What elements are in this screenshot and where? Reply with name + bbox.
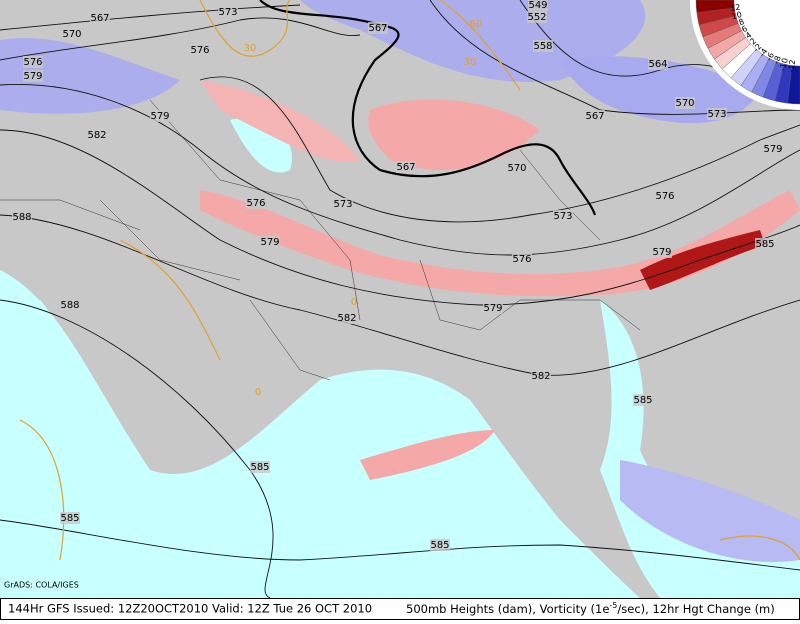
contour-label: 579 [763,144,782,155]
contour-label: 567 [368,23,387,34]
contour-label: 573 [553,211,572,222]
contour-label: 567 [396,162,415,173]
height-change-label: 30 [244,43,257,54]
contour-label: 576 [655,191,674,202]
contour-label: 579 [23,71,42,82]
footer-fields-b: /sec), 12hr Hgt Change (m) [617,602,774,616]
footer-fields: 500mb Heights (dam), Vorticity (1e-5/sec… [406,601,775,616]
height-change-label: 30 [464,57,477,68]
height-change-label: 0 [255,387,261,398]
contour-label: 585 [250,462,269,473]
contour-label: 573 [333,199,352,210]
contour-label: 552 [527,12,546,23]
contour-label: 576 [246,198,265,209]
contour-label: 558 [533,41,552,52]
contour-label: 582 [87,130,106,141]
contour-label: 570 [62,29,81,40]
footer-run: 144Hr GFS Issued: 12Z20OCT2010 Valid: 12… [8,602,372,616]
contour-label: 576 [190,45,209,56]
contour-label: 564 [648,59,667,70]
contour-label: 573 [218,7,237,18]
contour-label: 585 [755,239,774,250]
colorbar-label: -12 [787,59,798,73]
contour-label: 573 [707,109,726,120]
contour-label: 549 [528,0,547,11]
contour-label: 579 [483,303,502,314]
contour-label: 579 [260,237,279,248]
contour-label: 588 [12,212,31,223]
footer-fields-a: 500mb Heights (dam), Vorticity (1e [406,602,609,616]
contour-label: 576 [23,57,42,68]
contour-label: 579 [652,247,671,258]
height-change-label: 60 [470,19,483,30]
contour-label: 585 [633,395,652,406]
contour-label: 582 [337,313,356,324]
contour-label: 585 [60,513,79,524]
contour-label: 588 [60,300,79,311]
contour-label: 567 [90,13,109,24]
contour-label: 567 [585,111,604,122]
contour-label: 570 [675,98,694,109]
footer-exponent: -5 [609,601,617,610]
height-change-label: 0 [351,297,357,308]
contour-label: 585 [430,540,449,551]
contour-label: 579 [150,111,169,122]
contour-label: 582 [531,371,550,382]
contour-label: 576 [512,254,531,265]
credit: GrADS: COLA/IGES [4,581,79,590]
contour-label: 570 [507,163,526,174]
